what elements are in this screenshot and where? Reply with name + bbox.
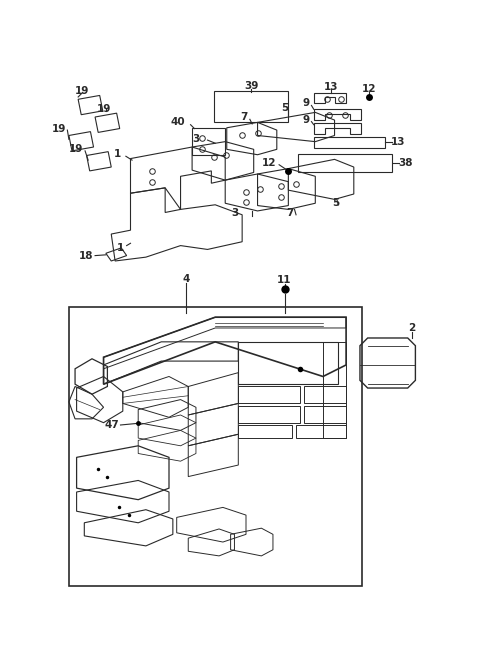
Text: 2: 2 [408, 323, 415, 333]
Text: 19: 19 [69, 144, 84, 154]
Text: 9: 9 [303, 115, 310, 125]
Text: 19: 19 [96, 104, 111, 114]
Text: 19: 19 [75, 86, 89, 96]
Text: 7: 7 [240, 112, 247, 122]
Text: 47: 47 [104, 420, 119, 430]
Text: 9: 9 [303, 98, 310, 108]
Text: 7: 7 [286, 208, 294, 218]
Text: 12: 12 [362, 84, 376, 94]
Text: 13: 13 [324, 82, 338, 92]
Bar [69, 307, 361, 586]
Text: 12: 12 [262, 158, 277, 168]
Text: 1: 1 [114, 149, 121, 159]
Text: 13: 13 [391, 137, 405, 147]
Text: 3: 3 [192, 133, 200, 143]
Text: 18: 18 [79, 251, 94, 261]
Text: 5: 5 [333, 198, 340, 208]
Text: 4: 4 [182, 273, 190, 283]
Text: 38: 38 [398, 158, 413, 168]
Text: 1: 1 [117, 243, 124, 253]
Text: 11: 11 [277, 275, 292, 285]
Text: 5: 5 [281, 103, 288, 113]
Text: 40: 40 [170, 117, 185, 127]
Text: 39: 39 [244, 81, 259, 91]
Text: 19: 19 [51, 123, 66, 133]
Text: 3: 3 [231, 208, 238, 218]
